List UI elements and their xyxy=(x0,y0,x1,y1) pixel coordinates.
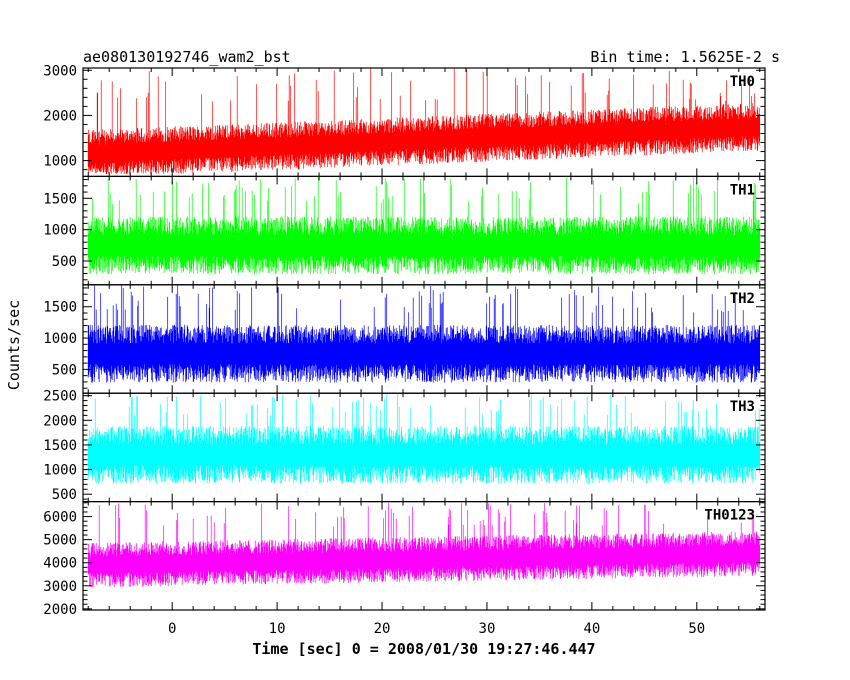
y-tick-label: 2000 xyxy=(43,413,77,429)
y-tick-label: 1500 xyxy=(43,191,77,207)
panels-group: 100020003000TH050010001500TH150010001500… xyxy=(43,63,766,637)
y-tick-label: 500 xyxy=(52,362,77,378)
y-axis-label: Counts/sec xyxy=(5,300,23,390)
y-tick-label: 1000 xyxy=(43,331,77,347)
bin-time-label: Bin time: 1.5625E-2 s xyxy=(590,48,780,66)
y-tick-label: 6000 xyxy=(43,510,77,526)
series-th2-core xyxy=(88,346,760,361)
x-tick-label: 50 xyxy=(688,621,705,637)
y-tick-label: 3000 xyxy=(43,579,77,595)
y-tick-label: 500 xyxy=(52,254,77,270)
panel-th0123: 2000 3000 4000 5000 6000 TH0123 xyxy=(43,501,766,618)
panel-th2: 500 1000 1500 TH2 xyxy=(43,284,766,394)
panel-th0: 1000 2000 3000 TH0 xyxy=(43,63,766,178)
y-tick-label: 4000 xyxy=(43,556,77,572)
panel-label-th2: TH2 xyxy=(730,291,755,307)
y-tick-label: 1000 xyxy=(43,154,77,170)
y-tick-label: 1500 xyxy=(43,300,77,316)
x-tick-label: 40 xyxy=(583,621,600,637)
panel-label-th3: TH3 xyxy=(730,399,755,415)
series-th2-trace xyxy=(87,285,761,383)
y-tick-label: 1500 xyxy=(43,438,77,454)
x-tick-label: 10 xyxy=(269,621,286,637)
y-tick-label: 2500 xyxy=(43,389,77,405)
y-tick-label: 2000 xyxy=(43,108,77,124)
x-axis-label: Time [sec] 0 = 2008/01/30 19:27:46.447 xyxy=(252,640,595,658)
x-tick-label: 20 xyxy=(374,621,391,637)
chart-title: ae080130192746_wam2_bst xyxy=(83,48,291,66)
series-th0-trace xyxy=(87,68,761,175)
series-th0123-core xyxy=(88,547,760,571)
panel-label-th0123: TH0123 xyxy=(704,508,755,524)
series-th0-core xyxy=(88,120,760,160)
series-th1-trace xyxy=(87,176,761,275)
series-th0123-trace xyxy=(87,503,761,588)
y-tick-label: 5000 xyxy=(43,533,77,549)
panel-th1: 500 1000 1500 TH1 xyxy=(43,175,766,286)
series-th3-core xyxy=(88,447,760,463)
y-tick-label: 2000 xyxy=(43,602,77,618)
series-th3-trace xyxy=(87,393,761,484)
panel-label-th0: TH0 xyxy=(730,74,755,90)
y-tick-label: 1000 xyxy=(43,223,77,239)
y-tick-label: 500 xyxy=(52,487,77,503)
y-tick-label: 1000 xyxy=(43,463,77,479)
panel-th3: 500 1000 1500 2000 2500 TH3 xyxy=(43,389,766,503)
panel-label-th1: TH1 xyxy=(730,182,755,198)
x-tick-label: 30 xyxy=(479,621,496,637)
series-th1-core xyxy=(88,238,760,253)
y-tick-label: 3000 xyxy=(43,63,77,79)
x-tick-label: 0 xyxy=(168,621,176,637)
